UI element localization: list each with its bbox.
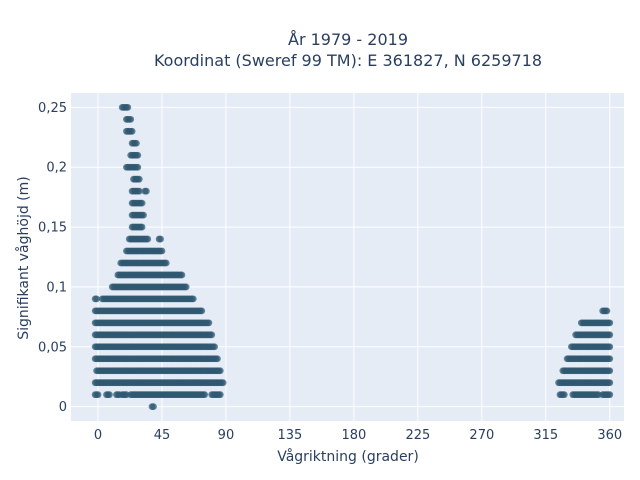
- data-point: [105, 391, 113, 399]
- data-point: [606, 343, 614, 351]
- plot-area: [71, 93, 624, 421]
- data-point: [132, 139, 140, 147]
- data-point: [198, 307, 206, 315]
- x-axis-title: Vågriktning (grader): [277, 448, 419, 465]
- data-point: [157, 235, 164, 243]
- y-tick-label: 0,2: [46, 161, 67, 176]
- data-point: [606, 331, 614, 339]
- data-point: [219, 379, 227, 387]
- x-tick-label: 135: [278, 428, 303, 443]
- data-point: [134, 151, 142, 159]
- data-point: [216, 367, 224, 375]
- data-point: [162, 259, 170, 267]
- chart-subtitle: Koordinat (Sweref 99 TM): E 361827, N 62…: [154, 51, 542, 70]
- x-tick-label: 360: [597, 428, 622, 443]
- x-tick-label: 225: [405, 428, 430, 443]
- data-point: [150, 403, 157, 411]
- data-point: [144, 235, 152, 243]
- data-point: [606, 367, 614, 375]
- x-tick-label: 270: [469, 428, 494, 443]
- data-point: [135, 187, 143, 195]
- data-point: [142, 187, 150, 195]
- y-tick-label: 0,1: [46, 280, 67, 295]
- data-point: [135, 175, 143, 183]
- y-tick-label: 0,25: [38, 101, 67, 116]
- data-point: [606, 319, 614, 327]
- data-point: [124, 103, 132, 111]
- x-tick-label: 315: [533, 428, 558, 443]
- data-point: [560, 391, 568, 399]
- chart-title: År 1979 - 2019: [288, 30, 408, 49]
- data-point: [211, 343, 218, 351]
- x-tick-label: 45: [154, 428, 171, 443]
- data-point: [201, 391, 209, 399]
- data-point: [138, 223, 146, 231]
- y-tick-label: 0,05: [38, 340, 67, 355]
- tick-labels: 0 45 90 135 180 225 270 315 360 0 0,05 0,1 0,15 0,2 0,…: [38, 101, 622, 443]
- data-point: [606, 355, 614, 363]
- data-point: [214, 355, 221, 363]
- x-tick-label: 0: [94, 428, 102, 443]
- data-points: [91, 103, 614, 411]
- data-point: [216, 391, 224, 399]
- x-tick-label: 180: [341, 428, 366, 443]
- grid-lines: [71, 93, 624, 421]
- y-axis-title: Signifikant våghöjd (m): [15, 176, 32, 339]
- data-point: [606, 391, 614, 399]
- data-point: [182, 283, 190, 291]
- data-point: [94, 391, 102, 399]
- x-tick-label: 90: [218, 428, 235, 443]
- data-point: [127, 115, 135, 123]
- data-point: [603, 307, 611, 315]
- y-tick-label: 0,15: [38, 221, 67, 236]
- data-point: [189, 295, 197, 303]
- data-point: [606, 379, 614, 387]
- data-point: [93, 295, 100, 303]
- data-point: [140, 211, 147, 219]
- data-point: [134, 163, 142, 171]
- data-point: [158, 247, 166, 255]
- data-point: [138, 199, 146, 207]
- y-tick-label: 0: [59, 400, 67, 415]
- data-point: [178, 271, 186, 279]
- data-point: [128, 127, 136, 135]
- data-point: [208, 331, 216, 339]
- data-point: [205, 319, 213, 327]
